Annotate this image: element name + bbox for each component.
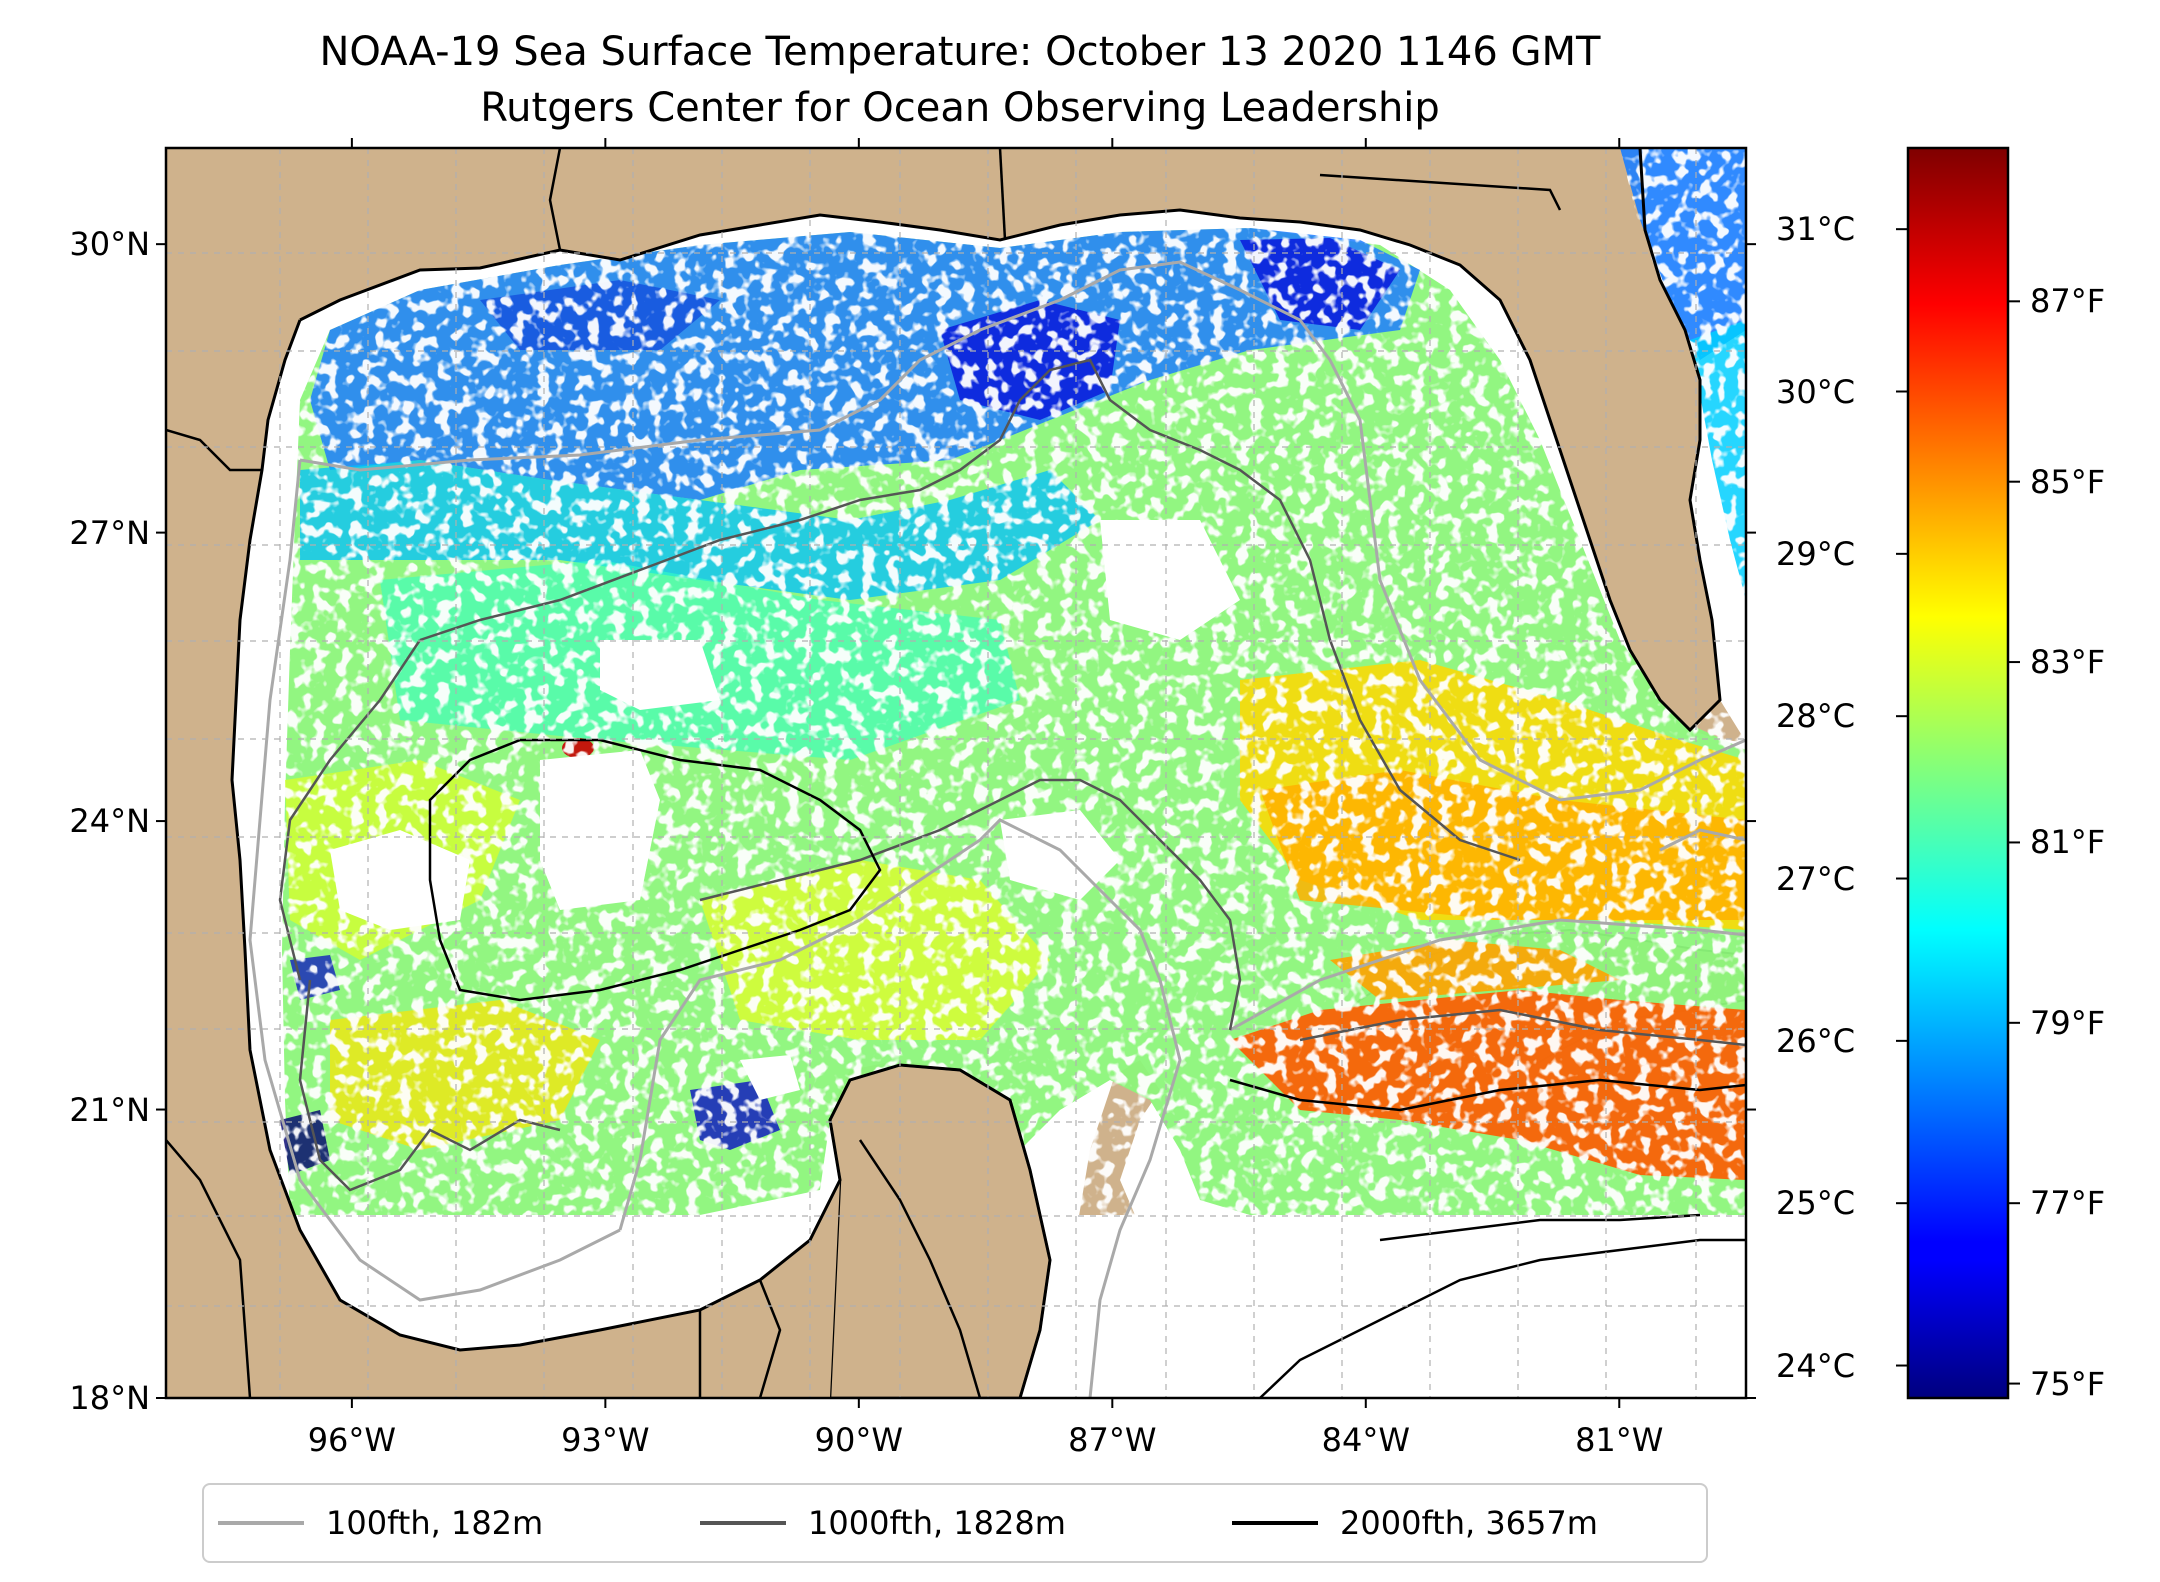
- lat-tick-label: 30°N: [69, 225, 150, 264]
- fahrenheit-tick-label: 83°F: [2030, 643, 2106, 682]
- legend-swatch-100fth: [218, 1521, 304, 1525]
- bathymetry-2000fth: [428, 738, 1746, 1398]
- bathymetry-100fth: [248, 260, 1746, 1398]
- legend: 100fth, 182m 1000fth, 1828m 2000fth, 365…: [202, 1483, 1708, 1563]
- lon-tick-label: 93°W: [561, 1421, 650, 1459]
- map-frame: [164, 146, 1748, 1400]
- figure-title: NOAA-19 Sea Surface Temperature: October…: [319, 29, 1601, 75]
- mexico-land: [166, 148, 840, 1398]
- celsius-tick-label: 26°C: [1776, 1021, 1856, 1060]
- sst-imagery: [166, 148, 1746, 1398]
- lon-tick-label: 87°W: [1068, 1421, 1157, 1459]
- colorbar-ticks: [1896, 228, 2020, 1385]
- lat-tick-label: 27°N: [69, 513, 150, 552]
- map-ticks: [156, 138, 1756, 1408]
- lon-tick-label: 90°W: [814, 1421, 903, 1459]
- legend-label-2000fth: 2000fth, 3657m: [1340, 1504, 1598, 1542]
- coastlines: [230, 148, 1722, 1398]
- legend-swatch-1000fth: [700, 1521, 786, 1525]
- lat-tick-label: 21°N: [69, 1090, 150, 1129]
- lon-tick-label: 81°W: [1575, 1421, 1664, 1459]
- figure-subtitle: Rutgers Center for Ocean Observing Leade…: [480, 85, 1440, 131]
- lat-tick-label: 24°N: [69, 802, 150, 841]
- fahrenheit-tick-label: 81°F: [2030, 823, 2106, 862]
- fahrenheit-tick-label: 77°F: [2030, 1184, 2106, 1223]
- celsius-tick-label: 24°C: [1776, 1346, 1856, 1385]
- legend-label-100fth: 100fth, 182m: [326, 1504, 544, 1542]
- fahrenheit-tick-label: 75°F: [2030, 1364, 2106, 1403]
- map-area: [166, 148, 1746, 1398]
- us-gulf-coast-land: [300, 148, 1720, 730]
- celsius-tick-label: 25°C: [1776, 1184, 1856, 1223]
- gridlines: [166, 148, 1746, 1398]
- lat-tick-label: 18°N: [69, 1379, 150, 1417]
- legend-swatch-2000fth: [1232, 1521, 1318, 1525]
- fahrenheit-tick-label: 87°F: [2030, 282, 2106, 321]
- lon-tick-label: 96°W: [307, 1421, 397, 1459]
- fahrenheit-tick-label: 79°F: [2030, 1003, 2106, 1042]
- legend-item-100fth: 100fth, 182m: [218, 1503, 543, 1543]
- legend-item-1000fth: 1000fth, 1828m: [700, 1503, 1066, 1543]
- celsius-tick-label: 31°C: [1776, 210, 1856, 249]
- celsius-tick-label: 29°C: [1776, 534, 1856, 573]
- fahrenheit-tick-label: 85°F: [2030, 462, 2106, 501]
- borders: [166, 148, 1562, 1398]
- celsius-tick-label: 30°C: [1776, 372, 1856, 411]
- colorbar: [1906, 146, 2010, 1400]
- celsius-tick-label: 28°C: [1776, 697, 1856, 736]
- lon-tick-label: 84°W: [1321, 1421, 1410, 1459]
- legend-label-1000fth: 1000fth, 1828m: [808, 1504, 1066, 1542]
- legend-item-2000fth: 2000fth, 3657m: [1232, 1503, 1598, 1543]
- celsius-tick-label: 27°C: [1776, 859, 1856, 898]
